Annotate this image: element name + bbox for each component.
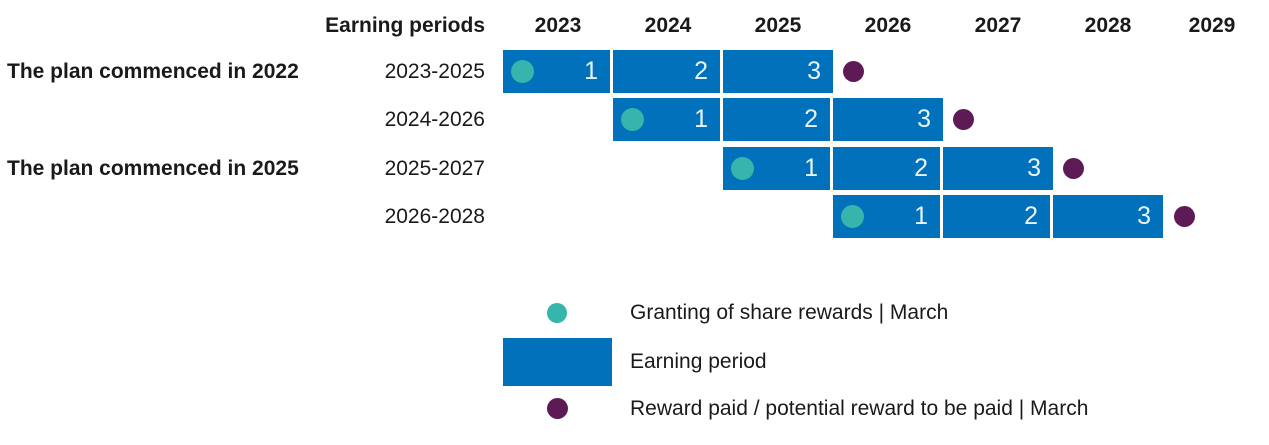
year-label-2027: 2027 <box>974 14 1022 37</box>
year-label-2026: 2026 <box>864 14 912 37</box>
grant-dot <box>511 60 534 83</box>
plan-commenced-2022-label: The plan commenced in 2022 <box>7 60 299 83</box>
plan-commenced-2025-label: The plan commenced in 2025 <box>7 157 299 180</box>
bar-segment-year2: 2 <box>613 50 723 93</box>
segment-number: 1 <box>584 57 598 85</box>
bar-segment-year1: 1 <box>613 98 723 141</box>
period-label-2025-2027: 2025-2027 <box>384 157 485 180</box>
segment-number: 3 <box>807 57 821 85</box>
year-label-2024: 2024 <box>644 14 692 37</box>
year-label-2025: 2025 <box>754 14 802 37</box>
grant-dot-legend-icon <box>547 303 567 323</box>
earning-period-bar-row3: 1 2 3 <box>723 147 1053 190</box>
legend-reward-paid-label: Reward paid / potential reward to be pai… <box>630 397 1089 420</box>
bar-segment-year1: 1 <box>503 50 613 93</box>
bar-segment-year3: 3 <box>833 98 943 141</box>
earning-period-legend-swatch <box>503 338 612 386</box>
segment-number: 1 <box>804 154 818 182</box>
bar-segment-year3: 3 <box>723 50 833 93</box>
period-label-2026-2028: 2026-2028 <box>384 205 485 228</box>
grant-dot <box>731 157 754 180</box>
legend-earning-period-label: Earning period <box>630 350 767 373</box>
segment-number: 3 <box>1027 154 1041 182</box>
reward-dot <box>1063 158 1084 179</box>
segment-number: 2 <box>1024 202 1038 230</box>
grant-dot <box>841 205 864 228</box>
segment-number: 3 <box>917 105 931 133</box>
reward-dot-legend-icon <box>547 398 568 419</box>
bar-segment-year2: 2 <box>723 98 833 141</box>
reward-dot <box>953 109 974 130</box>
segment-number: 2 <box>914 154 928 182</box>
legend-granting-label: Granting of share rewards | March <box>630 301 949 324</box>
year-label-2029: 2029 <box>1188 14 1236 37</box>
segment-number: 1 <box>694 105 708 133</box>
year-label-2028: 2028 <box>1084 14 1132 37</box>
period-label-2024-2026: 2024-2026 <box>384 108 485 131</box>
grant-dot <box>621 108 644 131</box>
segment-number: 2 <box>694 57 708 85</box>
period-label-2023-2025: 2023-2025 <box>384 60 485 83</box>
bar-segment-year2: 2 <box>943 195 1053 238</box>
year-label-2023: 2023 <box>534 14 582 37</box>
reward-dot <box>843 61 864 82</box>
reward-dot <box>1174 206 1195 227</box>
earning-period-bar-row2: 1 2 3 <box>613 98 943 141</box>
segment-number: 2 <box>804 105 818 133</box>
bar-segment-year2: 2 <box>833 147 943 190</box>
segment-number: 1 <box>914 202 928 230</box>
earning-periods-header: Earning periods <box>325 14 485 37</box>
earning-period-bar-row4: 1 2 3 <box>833 195 1163 238</box>
bar-segment-year1: 1 <box>833 195 943 238</box>
bar-segment-year3: 3 <box>943 147 1053 190</box>
segment-number: 3 <box>1137 202 1151 230</box>
bar-segment-year3: 3 <box>1053 195 1163 238</box>
earning-period-bar-row1: 1 2 3 <box>503 50 833 93</box>
bar-segment-year1: 1 <box>723 147 833 190</box>
